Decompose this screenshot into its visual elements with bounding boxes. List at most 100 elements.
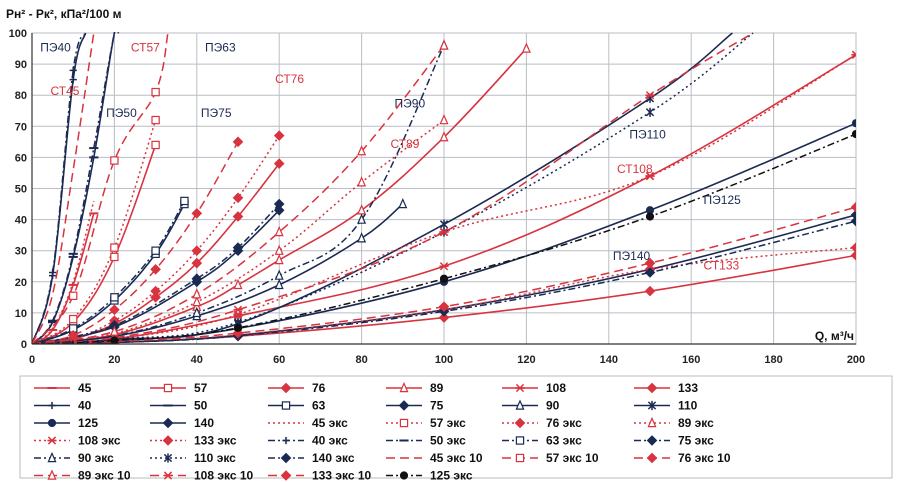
series-line xyxy=(32,32,95,344)
data-point xyxy=(644,267,656,278)
curve-label: СТ57 xyxy=(131,41,160,55)
legend-item: 108 экс 10 xyxy=(150,469,254,482)
data-point xyxy=(850,242,856,253)
legend-item: 76 экс 10 xyxy=(634,451,731,465)
legend-item: 89 xyxy=(386,381,444,395)
data-point xyxy=(151,246,160,255)
legend-marker xyxy=(515,453,525,463)
series-57-экс xyxy=(32,115,160,344)
legend-marker xyxy=(280,452,292,464)
legend-marker xyxy=(399,381,409,393)
legend-label: 133 экс xyxy=(194,434,237,448)
legend-item: 45 экс 10 xyxy=(386,451,483,465)
legend-marker xyxy=(399,471,409,480)
legend-marker xyxy=(515,436,525,445)
data-point xyxy=(645,107,655,117)
legend-label: 76 xyxy=(312,381,326,395)
legend-label: 40 xyxy=(78,399,92,413)
legend-label: 108 экс 10 xyxy=(194,469,254,482)
curve-label: СТ76 xyxy=(275,72,304,86)
legend-label: 89 xyxy=(430,381,444,395)
legend-item: 45 xyxy=(34,381,92,395)
curve-label: ПЭ125 xyxy=(704,193,742,207)
data-point xyxy=(180,196,189,206)
legend-item: 89 экс 10 xyxy=(34,469,131,482)
data-point xyxy=(150,285,161,297)
data-point xyxy=(438,301,450,312)
legend-item: 133 экс xyxy=(150,434,237,448)
legend-label: 89 экс xyxy=(678,416,714,430)
data-point xyxy=(274,225,284,237)
legend-item: 63 экс xyxy=(502,434,582,448)
legend-marker xyxy=(646,435,658,446)
y-tick-label: 10 xyxy=(15,308,27,320)
legend-label: 89 экс 10 xyxy=(78,469,131,482)
data-point xyxy=(850,250,856,261)
data-point xyxy=(851,50,856,59)
curve-label: ПЭ63 xyxy=(205,41,236,55)
curve-label: ПЭ110 xyxy=(629,128,666,142)
legend-label: 57 экс xyxy=(430,416,466,430)
y-tick-label: 30 xyxy=(15,246,27,258)
series-layer xyxy=(32,32,856,344)
legend-label: 110 xyxy=(678,399,698,413)
series-45-экс xyxy=(32,200,95,344)
data-point xyxy=(192,288,202,299)
legend-item: 90 экс xyxy=(34,451,114,465)
curve-label: ПЭ75 xyxy=(201,106,232,120)
legend-marker xyxy=(647,416,657,428)
legend-label: 45 xyxy=(78,381,92,395)
data-point xyxy=(191,245,203,257)
data-point xyxy=(110,336,119,344)
data-point xyxy=(438,312,450,323)
data-point xyxy=(439,219,449,229)
data-point xyxy=(192,306,202,318)
data-point xyxy=(274,244,284,255)
curve-label: ПЭ90 xyxy=(395,97,426,111)
series-line xyxy=(32,209,280,344)
data-point xyxy=(110,156,119,165)
data-point xyxy=(357,213,367,224)
data-point xyxy=(439,39,449,50)
series-line xyxy=(32,133,856,344)
legend-item: 63 xyxy=(268,399,326,413)
legend-marker xyxy=(47,451,57,463)
series-89-экс-10 xyxy=(32,39,449,344)
legend-label: 75 xyxy=(430,399,444,413)
series-75-экс xyxy=(32,198,285,344)
y-tick-label: 40 xyxy=(15,215,27,227)
data-point xyxy=(69,66,77,74)
data-point xyxy=(439,227,449,237)
x-tick-label: 200 xyxy=(847,354,865,366)
data-point xyxy=(273,204,285,216)
series-line xyxy=(32,44,445,344)
legend-marker xyxy=(281,401,291,410)
legend-item: 76 экс xyxy=(502,416,582,430)
data-point xyxy=(150,264,161,275)
legend-marker xyxy=(399,418,409,428)
legend-item: 76 xyxy=(268,381,326,395)
y-tick-label: 0 xyxy=(21,339,27,351)
legend-marker xyxy=(47,436,57,445)
legend-label: 140 экс xyxy=(312,451,355,465)
legend-item: 133 xyxy=(634,381,698,395)
data-point xyxy=(191,257,203,269)
data-point xyxy=(67,329,79,341)
data-point xyxy=(644,257,656,269)
curve-label: СТ133 xyxy=(704,258,740,272)
series-45-экс-10 xyxy=(32,32,95,344)
axis-layer: 0 20 40 60 80 100 120 140 160 180 200 0 10 20 30 40 50 60… xyxy=(6,7,865,366)
x-tick-label: 160 xyxy=(682,354,700,366)
legend-marker xyxy=(48,401,56,410)
data-point xyxy=(851,129,856,139)
legend-label: 90 экс xyxy=(78,451,114,465)
legend-item: 140 xyxy=(150,416,214,430)
x-tick-label: 80 xyxy=(355,354,367,366)
legend-item: 110 xyxy=(634,399,698,413)
legend-marker xyxy=(280,382,292,394)
series-line xyxy=(32,144,157,344)
legend-label: 57 xyxy=(194,381,208,395)
legend-marker xyxy=(163,383,173,393)
legend-marker xyxy=(282,436,290,445)
data-point xyxy=(439,131,449,142)
